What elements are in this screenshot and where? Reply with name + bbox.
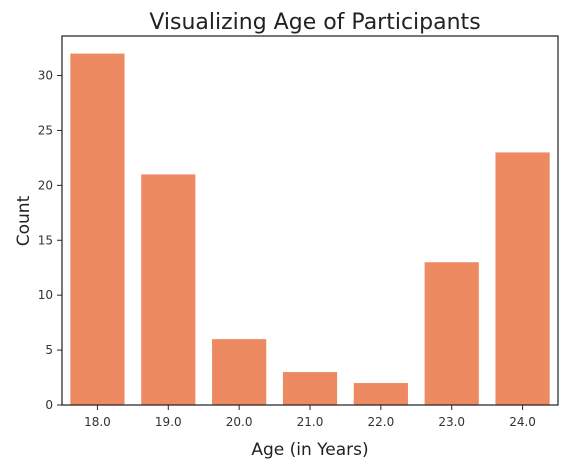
y-axis-label: Count [14,195,34,246]
x-tick-label-18.0: 18.0 [84,415,111,429]
x-axis-ticks: 18.0 19.0 20.0 21.0 22.0 23.0 24.0 [84,405,536,429]
bar-23.0 [424,262,479,405]
x-tick-label-24.0: 24.0 [509,415,536,429]
bar-19.0 [141,174,196,406]
bar-21.0 [282,372,338,405]
x-axis-label: Age (in Years) [251,440,368,460]
bar-22.0 [353,383,408,405]
y-tick-label: 5 [45,343,53,357]
y-tick-label: 10 [38,288,53,302]
x-tick-label-21.0: 21.0 [297,415,324,429]
y-tick-label: 0 [45,398,53,412]
y-tick-label: 20 [38,178,53,192]
x-tick-label-22.0: 22.0 [367,415,394,429]
plot-frame [61,35,559,406]
y-axis-ticks: 0 5 10 15 20 25 30 [38,69,62,412]
y-tick-label: 15 [38,233,53,247]
bar-18.0 [70,53,125,405]
plot-area [70,53,550,406]
chart-title: Visualizing Age of Participants [149,10,480,35]
bar-20.0 [212,339,267,405]
x-tick-label-20.0: 20.0 [226,415,253,429]
bar-24.0 [495,152,550,405]
y-tick-label: 30 [38,69,53,83]
x-tick-label-19.0: 19.0 [155,415,182,429]
y-tick-label: 25 [38,123,53,137]
x-tick-label-23.0: 23.0 [438,415,465,429]
